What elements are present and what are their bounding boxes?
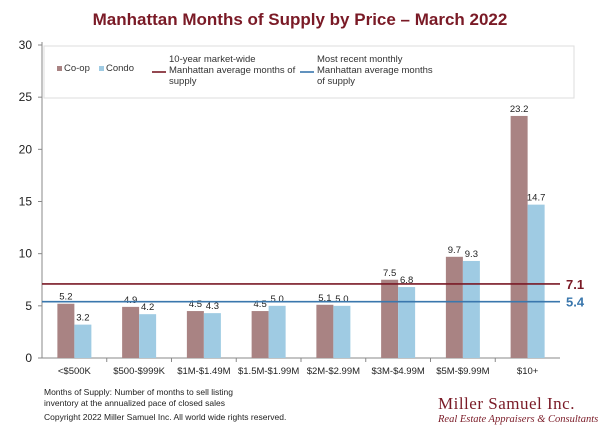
data-label: 4.5 (254, 299, 267, 310)
legend-label: supply (169, 76, 197, 87)
footnote-2: inventory at the annualized pace of clos… (44, 398, 225, 408)
data-label: 9.3 (465, 249, 478, 260)
x-tick-label: $2M-$2.99M (307, 366, 360, 377)
data-label: 7.5 (383, 268, 396, 279)
legend-label: Manhattan average months (317, 65, 433, 76)
data-label: 6.8 (400, 275, 413, 286)
bar-co-op (381, 279, 399, 358)
data-label: 5.0 (271, 294, 284, 305)
legend-swatch (57, 66, 62, 71)
bar-condo (203, 313, 221, 358)
copyright: Copyright 2022 Miller Samuel Inc. All wo… (44, 412, 287, 422)
footnote-1: Months of Supply: Number of months to se… (44, 387, 233, 397)
data-label: 9.7 (448, 245, 461, 256)
reference-line-label: 5.4 (566, 295, 585, 310)
reference-line-label: 7.1 (566, 277, 584, 292)
x-tick-label: $1M-$1.49M (177, 366, 230, 377)
data-label: 4.9 (124, 295, 137, 306)
bar-condo (398, 287, 416, 358)
data-label: 4.2 (141, 302, 154, 313)
x-tick-label: $500-$999K (113, 366, 165, 377)
legend-label: Condo (106, 63, 134, 74)
brand-logo: Miller Samuel Inc. Real Estate Appraiser… (438, 394, 598, 425)
x-tick-label: $3M-$4.99M (371, 366, 424, 377)
bar-condo (333, 305, 351, 358)
y-tick-label: 10 (19, 247, 33, 261)
legend-label: Co-op (64, 63, 90, 74)
x-tick-label: $5M-$9.99M (436, 366, 489, 377)
data-label: 4.3 (206, 301, 219, 312)
data-label: 3.2 (76, 313, 89, 324)
y-tick-label: 5 (25, 299, 32, 313)
data-label: 5.1 (318, 293, 331, 304)
data-label: 5.2 (59, 292, 72, 303)
bar-condo (74, 324, 92, 358)
y-tick-label: 25 (19, 90, 33, 104)
y-tick-label: 15 (19, 195, 33, 209)
brand-name: Miller Samuel Inc. (438, 394, 575, 413)
brand-tagline: Real Estate Appraisers & Consultants (438, 414, 599, 425)
bar-co-op (316, 304, 334, 358)
chart-title: Manhattan Months of Supply by Price – Ma… (93, 10, 508, 29)
bar-co-op (57, 303, 75, 358)
x-tick-label: <$500K (58, 366, 92, 377)
data-label: 23.2 (510, 104, 529, 115)
y-tick-label: 20 (19, 142, 33, 156)
legend-label: 10-year market-wide (169, 54, 256, 65)
data-label: 5.0 (335, 294, 348, 305)
legend-swatch (99, 66, 104, 71)
y-tick-label: 30 (19, 38, 33, 52)
bar-co-op (251, 311, 269, 358)
y-tick-label: 0 (25, 351, 32, 365)
bar-condo (527, 204, 545, 358)
bar-co-op (510, 115, 528, 359)
data-label: 4.5 (189, 299, 202, 310)
bar-condo (139, 314, 157, 358)
x-tick-label: $1.5M-$1.99M (238, 366, 299, 377)
bar-condo (462, 260, 480, 358)
bar-co-op (186, 311, 204, 358)
bar-condo (268, 305, 286, 358)
bar-co-op (122, 306, 140, 358)
legend-label: Manhattan average months of (169, 65, 296, 76)
legend-label: of supply (317, 76, 355, 87)
bar-co-op (445, 256, 463, 358)
data-label: 14.7 (527, 193, 546, 204)
legend-label: Most recent monthly (317, 54, 403, 65)
x-tick-label: $10+ (517, 366, 539, 377)
